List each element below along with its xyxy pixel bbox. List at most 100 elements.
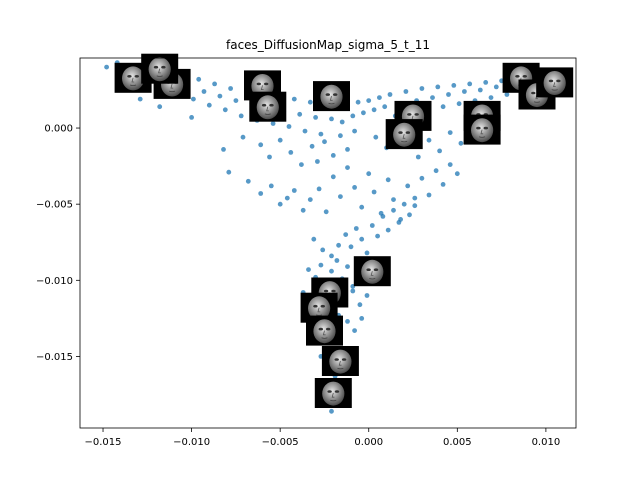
face-thumbnail: [385, 119, 423, 150]
data-point: [307, 197, 313, 203]
data-point: [396, 220, 402, 225]
data-point: [316, 186, 322, 192]
data-point: [483, 80, 489, 85]
data-point: [446, 92, 451, 97]
data-point: [447, 130, 453, 136]
y-tick-label: −0.010: [36, 276, 73, 287]
data-point: [454, 171, 460, 177]
data-point: [329, 408, 334, 414]
data-point: [440, 182, 446, 187]
chart-title: faces_DiffusionMap_sigma_5_t_11: [226, 38, 430, 52]
data-point: [286, 124, 292, 129]
data-point: [352, 328, 357, 333]
data-point: [493, 84, 499, 90]
data-point: [300, 207, 306, 213]
data-point: [451, 83, 457, 88]
data-point: [343, 232, 349, 238]
data-point: [318, 131, 324, 137]
data-point: [309, 143, 315, 149]
y-tick-label: −0.015: [36, 352, 73, 363]
data-point: [366, 171, 372, 177]
data-point: [270, 121, 276, 126]
data-point: [433, 168, 439, 174]
data-point: [385, 227, 391, 233]
data-point: [338, 194, 343, 200]
face-thumbnail: [463, 114, 501, 145]
data-point: [228, 86, 234, 91]
data-point: [391, 207, 396, 213]
data-point: [350, 288, 356, 294]
data-point: [221, 147, 226, 152]
data-point: [302, 128, 308, 134]
data-point: [401, 201, 407, 207]
data-point: [412, 195, 418, 201]
data-point: [313, 115, 318, 120]
data-point: [380, 214, 386, 219]
data-point: [371, 107, 377, 113]
data-point: [291, 96, 297, 102]
data-point: [456, 101, 462, 107]
data-point: [458, 140, 464, 146]
data-point: [345, 264, 350, 269]
faces-layer: [114, 53, 574, 408]
data-point: [315, 159, 320, 164]
data-point: [277, 201, 283, 207]
data-point: [359, 236, 365, 242]
data-point: [467, 81, 473, 87]
data-point: [415, 154, 421, 160]
data-point: [412, 203, 418, 209]
data-point: [334, 258, 340, 263]
face-thumbnail: [313, 81, 350, 112]
data-point: [189, 115, 195, 120]
data-point: [359, 204, 365, 210]
x-tick-label: 0.010: [532, 437, 561, 448]
data-point: [245, 178, 251, 184]
data-point: [504, 92, 510, 97]
x-tick-label: −0.015: [85, 437, 122, 448]
data-point: [353, 226, 359, 231]
face-thumbnail: [314, 378, 352, 408]
data-point: [352, 185, 357, 190]
data-point: [277, 137, 283, 143]
data-point: [430, 95, 435, 100]
data-point: [371, 189, 377, 195]
data-point: [488, 95, 494, 100]
y-tick-label: −0.005: [36, 200, 73, 211]
data-point: [137, 96, 143, 102]
data-point: [330, 153, 336, 158]
data-point: [369, 223, 375, 228]
data-point: [306, 267, 311, 272]
data-point: [348, 244, 354, 250]
data-point: [201, 89, 207, 94]
data-point: [191, 96, 196, 102]
data-point: [268, 183, 274, 189]
data-point: [284, 195, 290, 201]
data-point: [320, 247, 326, 253]
x-tick-label: −0.005: [262, 437, 299, 448]
face-thumbnail: [353, 256, 391, 287]
data-point: [352, 128, 357, 134]
data-point: [350, 113, 356, 119]
data-point: [339, 119, 345, 125]
data-point: [226, 169, 232, 175]
data-point: [373, 134, 379, 140]
data-point: [359, 316, 365, 321]
data-point: [212, 81, 218, 87]
data-point: [407, 212, 412, 218]
face-thumbnail: [306, 315, 343, 346]
y-tick-label: 0.000: [44, 124, 73, 135]
data-point: [258, 142, 264, 148]
data-point: [355, 99, 361, 105]
data-point: [361, 110, 366, 116]
data-point: [364, 250, 370, 256]
data-point: [364, 293, 370, 298]
data-point: [238, 113, 244, 119]
data-point: [357, 302, 363, 308]
data-point: [222, 107, 228, 113]
data-point: [196, 76, 202, 82]
data-point: [375, 233, 380, 239]
data-point: [338, 133, 343, 139]
data-point: [385, 177, 391, 183]
data-point: [403, 89, 409, 94]
